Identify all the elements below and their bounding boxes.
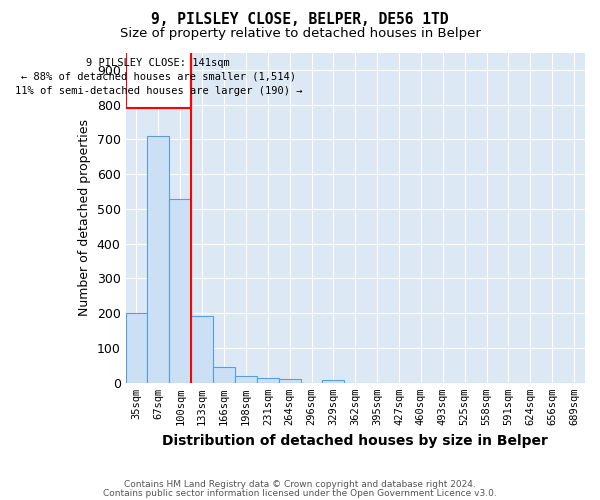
X-axis label: Distribution of detached houses by size in Belper: Distribution of detached houses by size … xyxy=(163,434,548,448)
Bar xyxy=(169,198,191,383)
Bar xyxy=(235,376,257,383)
Text: 9, PILSLEY CLOSE, BELPER, DE56 1TD: 9, PILSLEY CLOSE, BELPER, DE56 1TD xyxy=(151,12,449,28)
Text: Size of property relative to detached houses in Belper: Size of property relative to detached ho… xyxy=(119,28,481,40)
Bar xyxy=(125,314,148,383)
Text: 9 PILSLEY CLOSE: 141sqm
← 88% of detached houses are smaller (1,514)
11% of semi: 9 PILSLEY CLOSE: 141sqm ← 88% of detache… xyxy=(14,58,302,96)
Bar xyxy=(213,367,235,383)
Text: Contains public sector information licensed under the Open Government Licence v3: Contains public sector information licen… xyxy=(103,488,497,498)
Bar xyxy=(322,380,344,383)
Y-axis label: Number of detached properties: Number of detached properties xyxy=(78,119,91,316)
Bar xyxy=(257,378,278,383)
Text: Contains HM Land Registry data © Crown copyright and database right 2024.: Contains HM Land Registry data © Crown c… xyxy=(124,480,476,489)
Bar xyxy=(278,380,301,383)
Bar xyxy=(191,316,213,383)
FancyBboxPatch shape xyxy=(125,42,191,108)
Bar xyxy=(148,136,169,383)
